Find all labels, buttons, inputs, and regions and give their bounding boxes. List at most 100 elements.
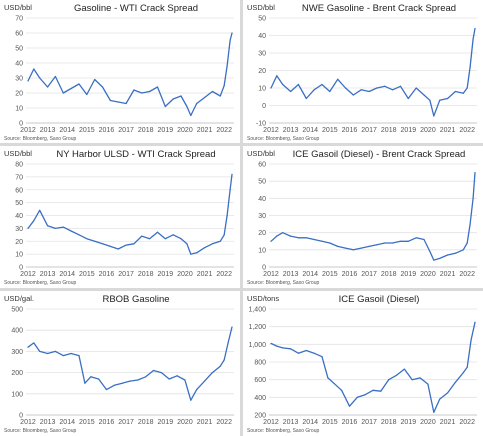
data-point (462, 372, 464, 374)
data-point (392, 89, 394, 91)
x-tick-label: 2015 (322, 127, 338, 134)
data-point (231, 173, 233, 175)
data-point (474, 27, 476, 30)
y-tick-label: 40 (15, 213, 23, 220)
data-point (329, 90, 331, 93)
data-point (129, 380, 131, 382)
chart-ice-gasoil: 200 400 600 800 1,000 1,200 1,400 2012 2013 2014 2… (247, 294, 477, 434)
data-point (180, 95, 182, 97)
data-point (337, 245, 339, 247)
data-point (380, 390, 382, 392)
x-tick-label: 2022 (216, 127, 232, 134)
x-tick-label: 2021 (440, 127, 456, 134)
y-tick-label: 10 (258, 86, 266, 93)
data-point (78, 355, 80, 357)
y-tick-label: 400 (254, 395, 266, 402)
data-point (407, 240, 409, 242)
data-point (54, 350, 57, 352)
data-point (344, 87, 347, 89)
data-point (46, 86, 49, 88)
x-tick-label: 2015 (79, 127, 95, 134)
y-tick-label: 70 (15, 174, 23, 181)
data-point (94, 240, 96, 242)
data-point (180, 238, 182, 240)
x-tick-label: 2018 (381, 419, 397, 426)
x-tick-label: 2019 (401, 127, 417, 134)
data-point (54, 75, 57, 78)
x-tick-label: 2019 (158, 127, 174, 134)
data-point (117, 101, 119, 103)
data-point (46, 352, 49, 355)
data-point (70, 230, 72, 232)
data-point (427, 383, 429, 385)
data-point (372, 389, 374, 391)
y-tick-label: 50 (258, 179, 266, 186)
divider-vertical (240, 0, 243, 436)
data-point (223, 84, 225, 87)
y-tick-label: 60 (258, 162, 266, 169)
data-point (86, 93, 88, 96)
data-point (462, 92, 464, 94)
data-point (327, 377, 329, 379)
data-point (27, 227, 29, 229)
chart-ice-gasoil-brent: 0 10 20 30 40 50 60 2012 2013 2014 2015 2016 2017 201… (247, 149, 477, 286)
x-tick-label: 2014 (302, 127, 318, 134)
chart-gasoline-wti: 0 10 20 30 40 50 60 70 2012 2013 2014 2015 2016 2017 2… (4, 3, 234, 142)
data-point (168, 378, 170, 380)
x-tick-label: 2020 (177, 271, 193, 278)
series-line (27, 326, 233, 401)
data-point (356, 396, 358, 398)
data-point (433, 259, 435, 261)
data-point (172, 234, 174, 236)
data-point (184, 379, 186, 381)
data-point (39, 77, 41, 79)
data-point (70, 87, 72, 90)
x-tick-label: 2013 (283, 419, 299, 426)
data-point (190, 399, 192, 401)
data-point (392, 242, 394, 244)
data-point (137, 379, 139, 381)
x-tick-label: 2018 (381, 127, 397, 134)
data-point (364, 394, 366, 396)
data-point (141, 92, 143, 94)
x-tick-label: 2012 (20, 419, 36, 426)
x-tick-label: 2020 (420, 127, 436, 134)
data-point (203, 380, 206, 382)
data-point (388, 379, 390, 381)
data-point (125, 102, 127, 105)
data-point (360, 89, 362, 91)
y-tick-label: 20 (15, 91, 23, 98)
data-point (145, 376, 147, 378)
data-point (333, 382, 335, 384)
data-point (27, 346, 29, 348)
data-point (270, 87, 272, 89)
data-point (305, 349, 307, 352)
data-point (297, 83, 300, 86)
x-tick-label: 2012 (263, 419, 279, 426)
data-point (474, 321, 476, 323)
y-tick-label: 20 (258, 68, 266, 75)
y-axis-unit-label: USD/bbl (4, 3, 32, 12)
x-tick-label: 2020 (420, 271, 436, 278)
data-point (454, 252, 457, 254)
chart-nwe-gasoline-brent: -10 0 10 20 30 40 50 2012 2013 2014 2015 2016 2017 20… (247, 3, 477, 142)
data-point (352, 94, 354, 96)
chart-title: NY Harbor ULSD - WTI Crack Spread (56, 149, 215, 160)
x-tick-label: 2022 (459, 419, 475, 426)
data-point (152, 369, 155, 372)
data-point (219, 95, 221, 97)
y-tick-label: 50 (15, 46, 23, 53)
x-tick-label: 2014 (59, 127, 75, 134)
data-point (149, 90, 151, 93)
data-point (289, 90, 292, 93)
series-line (270, 322, 476, 413)
x-tick-label: 2019 (401, 419, 417, 426)
x-tick-label: 2012 (263, 271, 279, 278)
y-tick-label: 50 (258, 16, 266, 23)
x-tick-label: 2019 (158, 419, 174, 426)
data-point (395, 374, 398, 376)
y-tick-label: 10 (15, 252, 23, 259)
series-line (27, 32, 233, 117)
data-point (39, 209, 41, 211)
